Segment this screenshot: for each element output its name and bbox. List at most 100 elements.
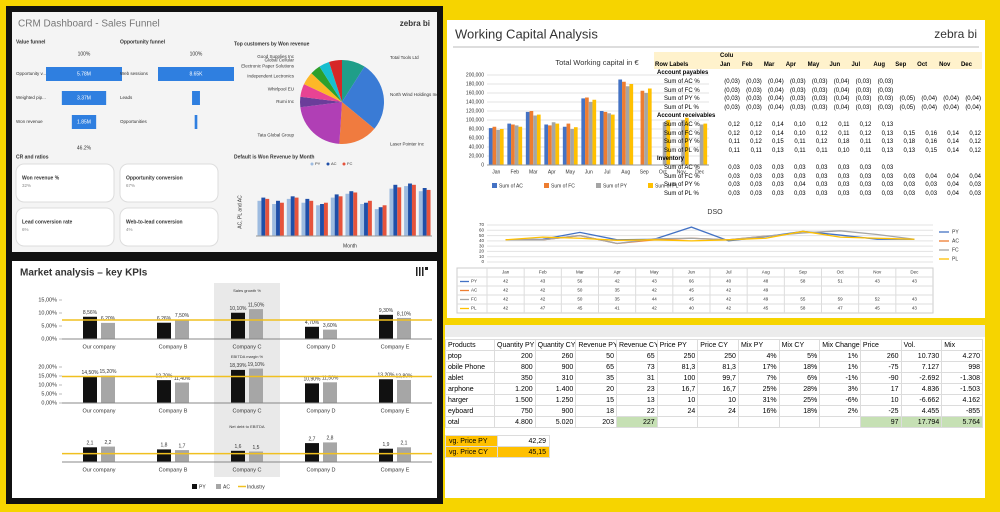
pie-label: Rumi Inc xyxy=(276,99,295,104)
table-value: 41 xyxy=(615,306,621,311)
pivot-row: Row Labels Jan Feb Mar Apr May Jun Jul Aug Sep Oct… xyxy=(654,60,982,70)
table-value: 50 xyxy=(577,288,583,293)
value-label: 11,50% xyxy=(322,376,339,382)
x-tick-label: Company B xyxy=(159,408,188,414)
x-tick-label: Oct xyxy=(837,270,845,275)
pivot-row: Sum of AC % 0,12 0,12 0,14 0,10 0,12 0,11 0,12 0… xyxy=(654,121,982,130)
pivot-cell: 0,03 xyxy=(728,190,740,197)
total-cell: 97 xyxy=(859,416,902,428)
data-cell: 18% xyxy=(778,405,821,417)
pivot-row: Colu xyxy=(654,52,982,61)
bar xyxy=(249,309,263,339)
y-tick-label: 60 xyxy=(479,227,485,232)
x-tick-label: Sep xyxy=(640,169,649,175)
table-value: 42 xyxy=(726,297,732,302)
pivot-cell xyxy=(960,121,982,130)
header-cell: Revenue PY xyxy=(575,339,617,351)
table-row-label: FC xyxy=(471,297,478,302)
y-tick-label: 100,000 xyxy=(466,117,484,123)
legend-label: Sum of PY xyxy=(603,183,628,189)
section-title: CR and ratios xyxy=(16,154,49,160)
y-tick-label: 120,000 xyxy=(466,108,484,114)
pivot-cell: 0,03 xyxy=(772,173,784,180)
pivot-cell: 0,12 xyxy=(859,130,872,137)
value-label: 6,26% xyxy=(157,316,172,322)
pivot-cell: 0,03 xyxy=(728,182,740,189)
pivot-row: Sum of FC % 0,12 0,12 0,14 0,10 0,12 0,11 0,12 0… xyxy=(654,129,982,138)
table-value: 48 xyxy=(763,279,769,284)
bar xyxy=(684,117,689,165)
data-row: harger 1.500 1.250 15 13 10 10 31% 25% -6% 10 -6.66… xyxy=(445,394,983,406)
bar xyxy=(562,126,567,165)
funnel-category: Opportunities xyxy=(120,119,148,124)
x-tick-label: Mar xyxy=(576,270,584,275)
value-label: 3,60% xyxy=(323,323,338,329)
pivot-cell: 0,03 xyxy=(750,190,762,197)
y-tick-label: 30 xyxy=(479,243,485,248)
x-tick-label: Aug xyxy=(621,169,630,175)
excel-table: Products Quantity PY Quantity CY Revenue PY… xyxy=(445,339,983,428)
data-cell: eyboard xyxy=(445,405,495,417)
bar xyxy=(397,187,402,236)
legend-swatch xyxy=(648,183,653,188)
bar xyxy=(588,102,593,165)
pivot-cell: 0,03 xyxy=(925,182,938,189)
pivot-cell: 0,11 xyxy=(794,139,806,146)
data-cell: 10 xyxy=(859,394,902,406)
bar xyxy=(536,114,541,165)
pivot-cell: (0,04) xyxy=(833,79,850,86)
legend-swatch xyxy=(596,183,601,188)
bar xyxy=(548,125,552,165)
average-row: vg. Price PY 42,29 xyxy=(445,435,550,447)
pivot-cell: (0,04) xyxy=(833,104,850,111)
data-cell: 250 xyxy=(656,350,699,362)
table-row-label: PL xyxy=(471,306,477,311)
pivot-cell: 0,10 xyxy=(793,122,806,129)
y-tick-label: 180,000 xyxy=(466,81,484,87)
pivot-cell: 0,11 xyxy=(838,122,850,129)
data-cell: 50 xyxy=(575,350,617,362)
bar xyxy=(581,98,586,165)
table-value: 58 xyxy=(800,306,806,311)
bar xyxy=(374,209,379,236)
legend-marker xyxy=(310,162,314,166)
x-tick-label: Our company xyxy=(82,467,115,473)
bar xyxy=(488,128,493,165)
table-value: 59 xyxy=(838,297,844,302)
ratio-value: 4% xyxy=(126,227,133,232)
bar xyxy=(83,447,97,462)
data-cell: 260 xyxy=(859,350,902,362)
pivot-cell xyxy=(938,78,960,87)
value-label: 1,7 xyxy=(179,443,186,449)
pivot-cell xyxy=(894,164,916,173)
bar xyxy=(83,376,97,403)
pivot-cell: 0,13 xyxy=(881,139,894,146)
pivot-cell xyxy=(894,121,916,130)
bar xyxy=(290,196,295,236)
bar xyxy=(257,200,262,236)
data-cell: 28% xyxy=(778,383,821,395)
pivot-cell: 0,16 xyxy=(925,139,938,146)
crm-svg: CRM Dashboard - Sales Funnel zebra bi Va… xyxy=(15,19,437,249)
pie-slice xyxy=(319,62,342,102)
x-tick-label: Aug xyxy=(762,270,771,275)
x-axis-label: Month xyxy=(343,243,357,249)
pivot-cell: 0,11 xyxy=(838,130,850,137)
table-value: 50 xyxy=(577,297,583,302)
bar xyxy=(573,127,578,165)
x-tick-label: May xyxy=(650,270,659,275)
bar xyxy=(379,448,393,462)
value-label: 13,20% xyxy=(378,373,396,379)
bar xyxy=(334,194,339,236)
data-cell: 260 xyxy=(534,350,577,362)
bar xyxy=(570,129,574,165)
bar xyxy=(551,122,556,165)
row-label: Sum of AC % xyxy=(664,122,700,129)
data-cell: 81,3 xyxy=(656,361,699,373)
pivot-cell: (0,03) xyxy=(746,87,762,94)
data-cell: arphone xyxy=(445,383,495,395)
data-cell: -1.308 xyxy=(941,372,983,384)
table-value: 51 xyxy=(838,279,844,284)
pivot-row: Sum of AC % (0,03) (0,03) (0,04) (0,03) (0,03… xyxy=(654,78,982,87)
pivot-cell: 0,11 xyxy=(860,139,872,146)
